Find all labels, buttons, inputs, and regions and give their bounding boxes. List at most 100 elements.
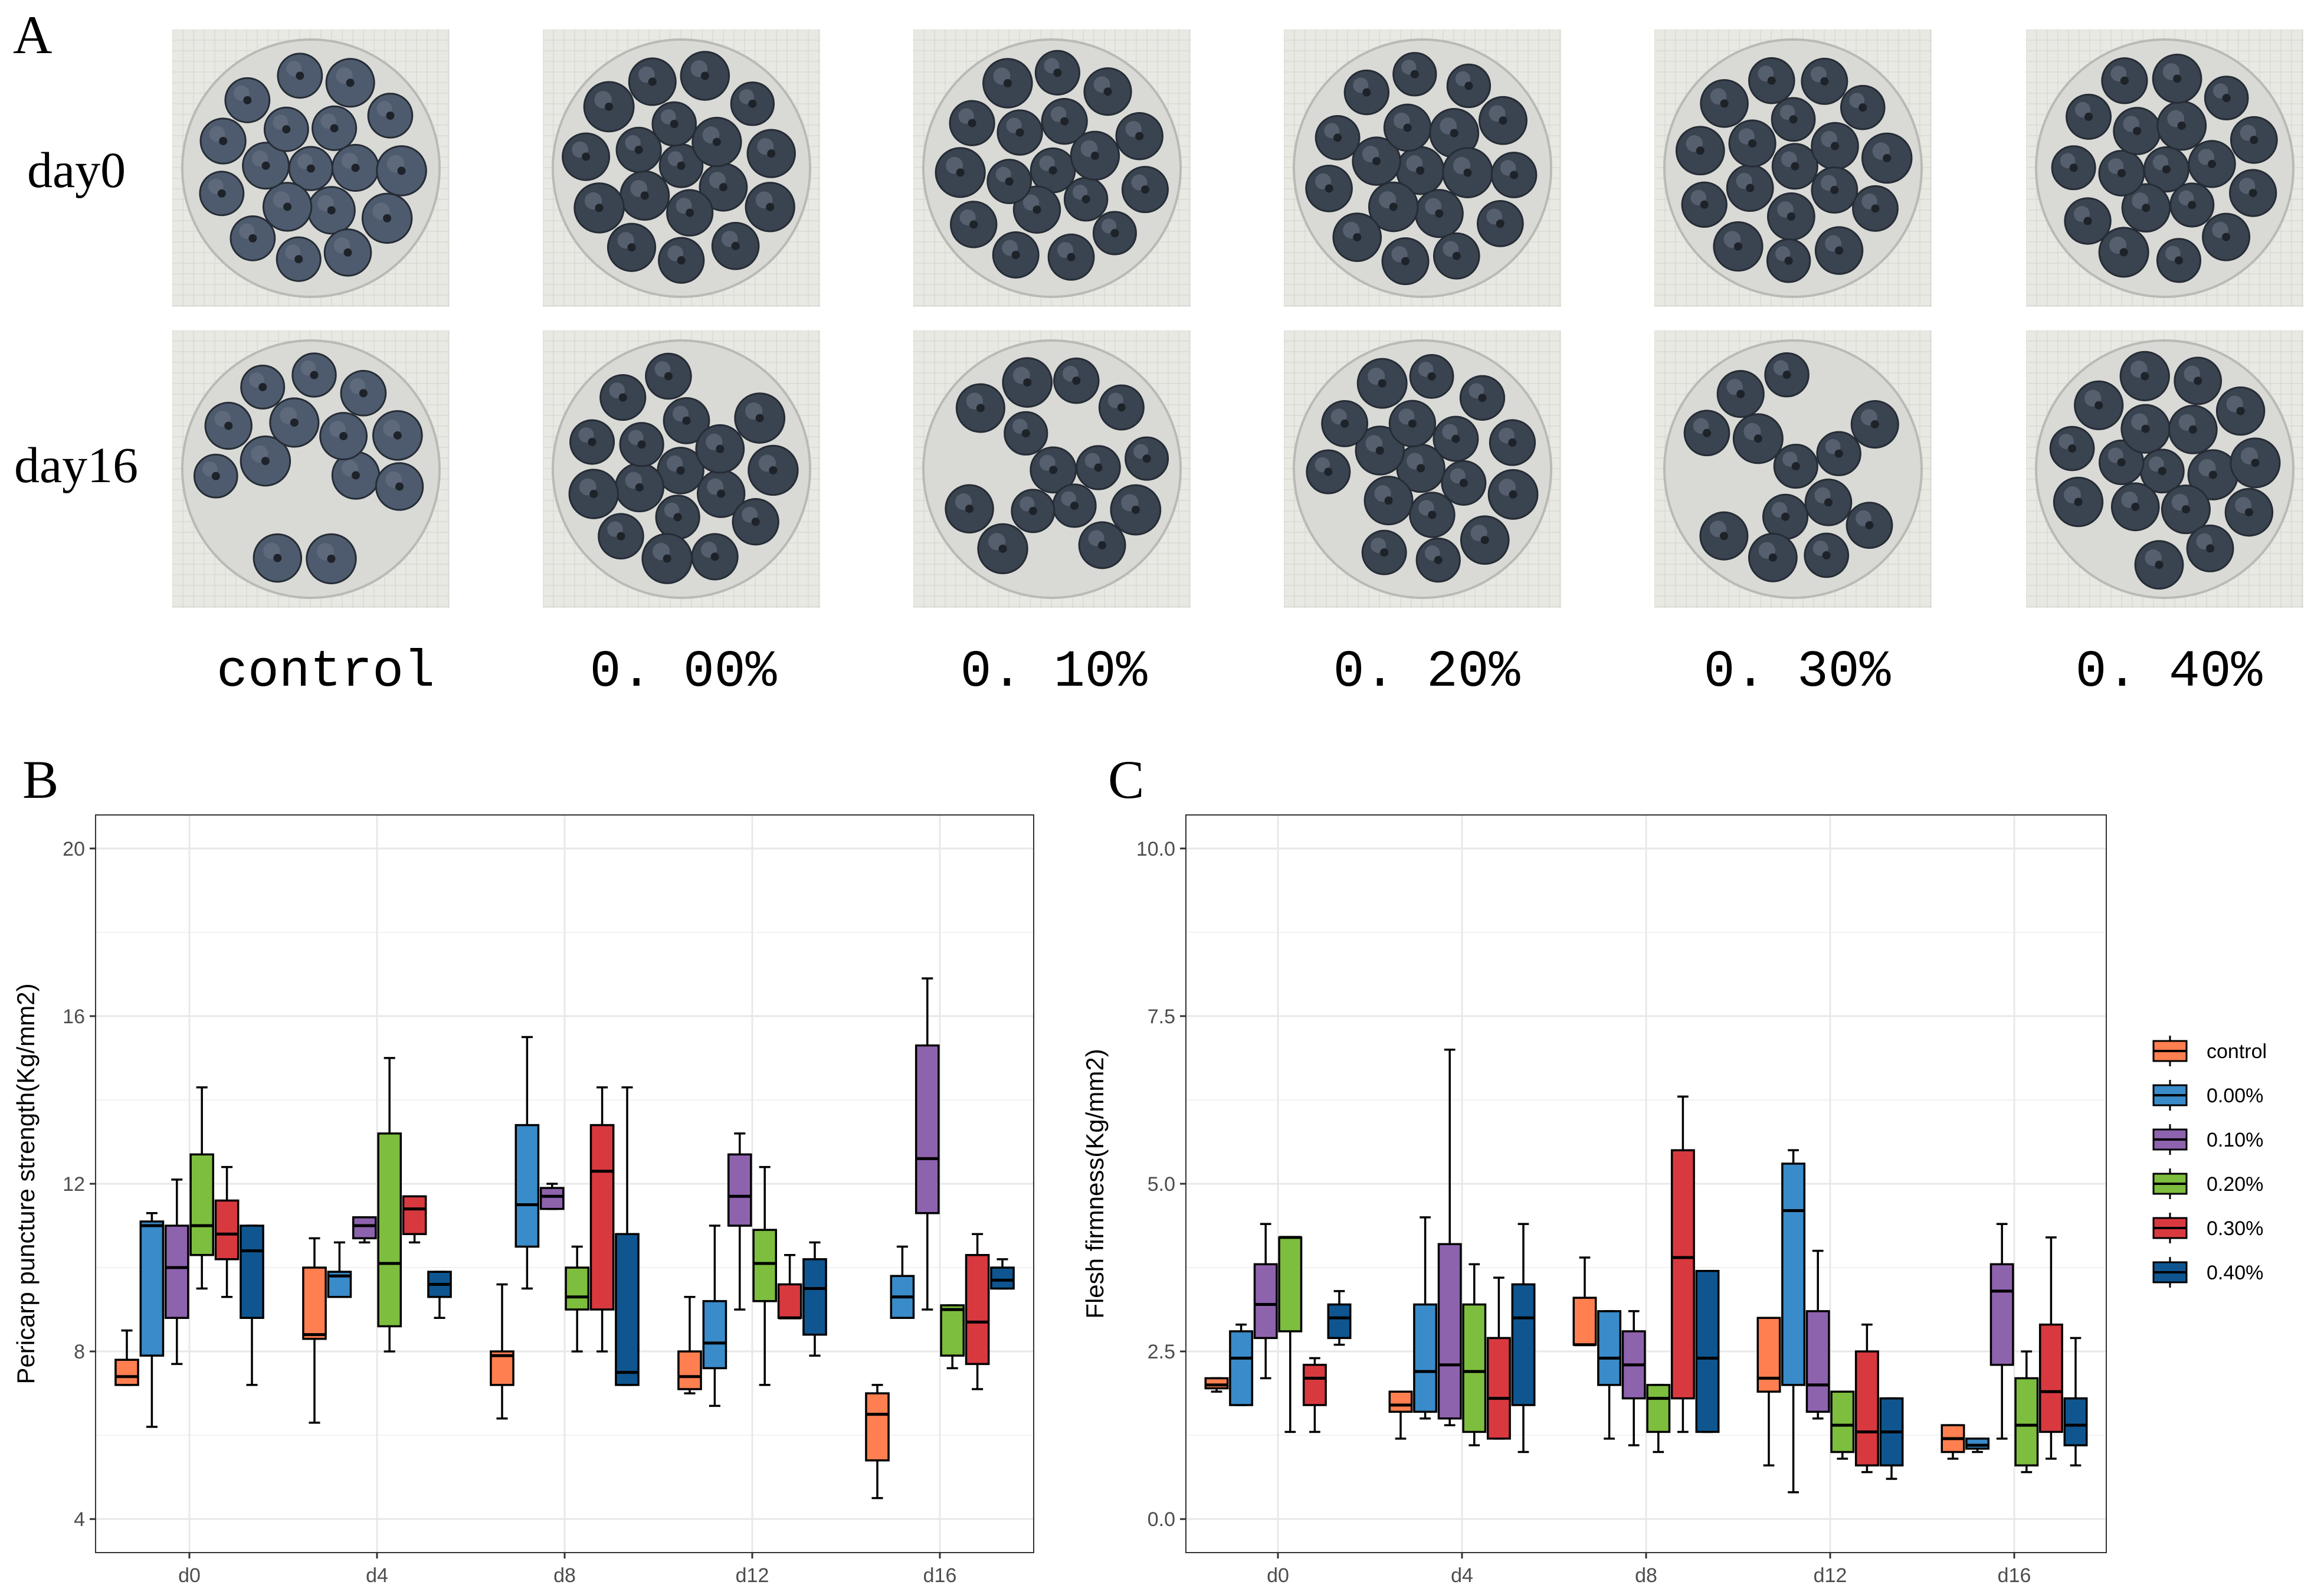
box-C-d12-0.40% — [1879, 1397, 1904, 1480]
box-B-d4-0.20% — [377, 1057, 402, 1353]
photo-day16-0-00pct — [543, 330, 820, 608]
blueberry-calyx — [1509, 490, 1517, 499]
blueberry-calyx — [627, 243, 636, 252]
blueberry-calyx — [1463, 168, 1472, 177]
blueberry-calyx — [1070, 501, 1079, 510]
blueberry-calyx — [1333, 133, 1342, 142]
box-C-d0-0.00% — [1229, 1323, 1254, 1406]
box-C-d4-0.30% — [1486, 1276, 1511, 1440]
box-B-d4-0.00% — [327, 1241, 352, 1298]
blueberry-calyx — [965, 505, 974, 513]
box-iqr — [1756, 1317, 1781, 1393]
box-iqr — [114, 1358, 139, 1386]
x-tick-label: d16 — [1998, 1564, 2031, 1587]
box-C-d12-0.30% — [1854, 1323, 1879, 1474]
blueberry-calyx — [2133, 126, 2142, 135]
blueberry-calyx — [2120, 76, 2129, 85]
box-C-d0-0.10% — [1253, 1223, 1278, 1380]
legend-item-control: control — [2152, 1036, 2267, 1066]
photo-day0-control — [172, 30, 450, 307]
box-iqr — [514, 1124, 540, 1248]
blueberry-calyx — [2188, 201, 2197, 209]
photo-day0-0-10pct — [913, 30, 1191, 307]
blueberry-calyx — [588, 438, 596, 447]
blueberry-calyx — [1768, 553, 1777, 562]
box-C-d8-0.00% — [1597, 1310, 1622, 1440]
column-label-0-30: 0. 30% — [1703, 643, 1891, 702]
blueberry-calyx — [769, 466, 778, 474]
x-tick-label: d0 — [1267, 1564, 1289, 1587]
blueberry-calyx — [243, 96, 252, 104]
box-iqr — [214, 1199, 240, 1260]
blueberry-calyx — [1401, 257, 1410, 266]
blueberry-calyx — [748, 99, 757, 108]
box-iqr — [1989, 1263, 2014, 1366]
blueberry-calyx — [1023, 378, 1032, 387]
box-C-d0-0.20% — [1278, 1236, 1303, 1433]
column-label-0-40: 0. 40% — [2075, 643, 2263, 702]
panel-label-a: A — [13, 5, 53, 65]
blueberry-calyx — [1005, 177, 1014, 186]
blueberry-calyx — [2158, 467, 2166, 476]
blueberry-calyx — [1384, 496, 1393, 505]
blueberry-calyx — [1072, 376, 1081, 385]
blueberry-calyx — [1820, 77, 1829, 86]
blueberry-calyx — [648, 77, 657, 86]
blueberry-calyx — [1372, 157, 1381, 166]
row-label-day0: day0 — [27, 142, 126, 198]
blueberry-calyx — [1459, 479, 1468, 487]
blueberry-calyx — [2206, 544, 2215, 553]
box-B-d8-0.40% — [615, 1086, 640, 1386]
box-B-d4-control — [302, 1237, 327, 1424]
y-tick-label: 5.0 — [1148, 1173, 1175, 1196]
blueberry-calyx — [1700, 200, 1709, 209]
blueberry-calyx — [1053, 68, 1062, 77]
chart-flesh-firmness: 0.02.55.07.510.0d0d4d8d12d16Storage time… — [1081, 814, 2267, 1587]
blueberry-calyx — [1748, 139, 1757, 148]
blueberry-calyx — [2208, 159, 2217, 168]
photo-day16-control — [172, 330, 450, 608]
blueberry-calyx — [1325, 184, 1333, 193]
box-B-d16-0.10% — [914, 977, 940, 1311]
box-C-d16-control — [1941, 1424, 1965, 1460]
box-iqr — [752, 1229, 778, 1302]
blueberry-calyx — [1324, 467, 1333, 476]
blueberry-calyx — [282, 125, 291, 134]
legend-label: 0.40% — [2207, 1262, 2263, 1284]
photo-day0-0-00pct — [543, 30, 820, 307]
blueberry-calyx — [1428, 510, 1437, 519]
box-iqr — [1695, 1269, 1720, 1433]
blueberry-calyx — [1340, 419, 1349, 428]
blueberry-calyx — [290, 418, 299, 427]
blueberry-calyx — [1781, 512, 1790, 521]
box-iqr — [677, 1350, 702, 1390]
blueberry-calyx — [2236, 407, 2245, 415]
box-C-d12-control — [1756, 1317, 1781, 1467]
blueberry-calyx — [1830, 186, 1839, 195]
blueberry-calyx — [1417, 464, 1425, 473]
box-B-d0-0.20% — [189, 1086, 215, 1290]
box-iqr — [1204, 1377, 1229, 1390]
x-tick-label: d4 — [366, 1564, 388, 1587]
x-tick-label: d12 — [736, 1564, 769, 1587]
y-tick-label: 10.0 — [1136, 838, 1175, 860]
blueberry-calyx — [1094, 463, 1103, 472]
x-tick-label: d12 — [1814, 1564, 1847, 1587]
blueberry-calyx — [1048, 166, 1057, 175]
box-B-d4-0.40% — [427, 1271, 452, 1319]
blueberry-calyx — [1696, 146, 1705, 155]
blueberry-calyx — [1110, 228, 1119, 237]
box-C-d8-0.40% — [1695, 1269, 1720, 1433]
box-iqr — [1302, 1364, 1327, 1406]
box-iqr — [615, 1233, 640, 1386]
photo-day16-0-40pct — [2026, 330, 2303, 608]
blueberry-calyx — [751, 518, 760, 526]
legend-item-0.20%: 0.20% — [2152, 1168, 2263, 1199]
box-C-d8-0.20% — [1646, 1384, 1671, 1453]
blueberry-calyx — [998, 544, 1007, 553]
x-tick-label: d8 — [553, 1564, 576, 1587]
box-B-d12-0.10% — [727, 1132, 752, 1311]
box-C-d12-0.00% — [1781, 1149, 1806, 1494]
blueberry-calyx — [219, 137, 228, 146]
box-iqr — [702, 1300, 727, 1370]
